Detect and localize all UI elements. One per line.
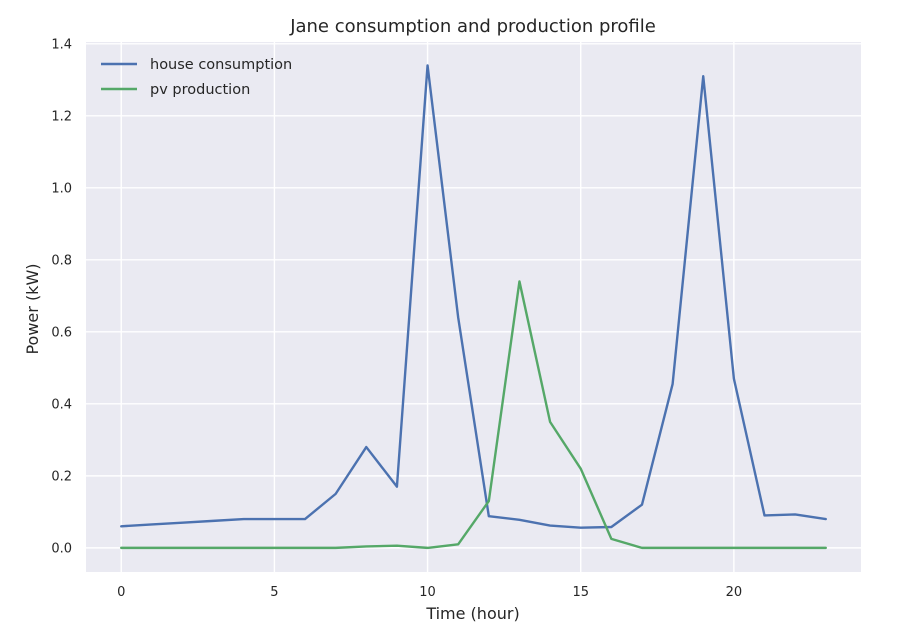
x-tick-label: 15 <box>572 585 589 600</box>
plot-area <box>86 42 861 572</box>
series-line-house-consumption <box>120 64 827 529</box>
y-tick-label: 0.6 <box>51 325 72 340</box>
y-axis-title: Power (kW) <box>23 263 42 354</box>
series-lines <box>120 64 827 550</box>
legend: house consumption pv production <box>101 57 292 98</box>
x-tick-label: 10 <box>419 585 436 600</box>
x-axis-ticks: 0 5 10 15 20 <box>117 585 742 600</box>
y-tick-label: 1.2 <box>51 109 72 124</box>
y-tick-label: 1.4 <box>51 37 72 52</box>
series-line-pv-production <box>120 280 827 550</box>
x-tick-label: 0 <box>117 585 125 600</box>
legend-label-pv-production: pv production <box>150 82 250 98</box>
y-tick-label: 0.8 <box>51 253 72 268</box>
x-axis-title: Time (hour) <box>425 604 519 623</box>
y-tick-label: 1.0 <box>51 181 72 196</box>
chart-title: Jane consumption and production profile <box>289 16 656 37</box>
y-tick-label: 0.2 <box>51 469 72 484</box>
y-axis-ticks: 0.0 0.2 0.4 0.6 0.8 1.0 1.2 1.4 <box>51 37 72 556</box>
y-tick-label: 0.0 <box>51 541 72 556</box>
x-tick-label: 20 <box>726 585 743 600</box>
x-tick-label: 5 <box>270 585 278 600</box>
y-tick-label: 0.4 <box>51 397 72 412</box>
legend-label-house-consumption: house consumption <box>150 57 292 73</box>
